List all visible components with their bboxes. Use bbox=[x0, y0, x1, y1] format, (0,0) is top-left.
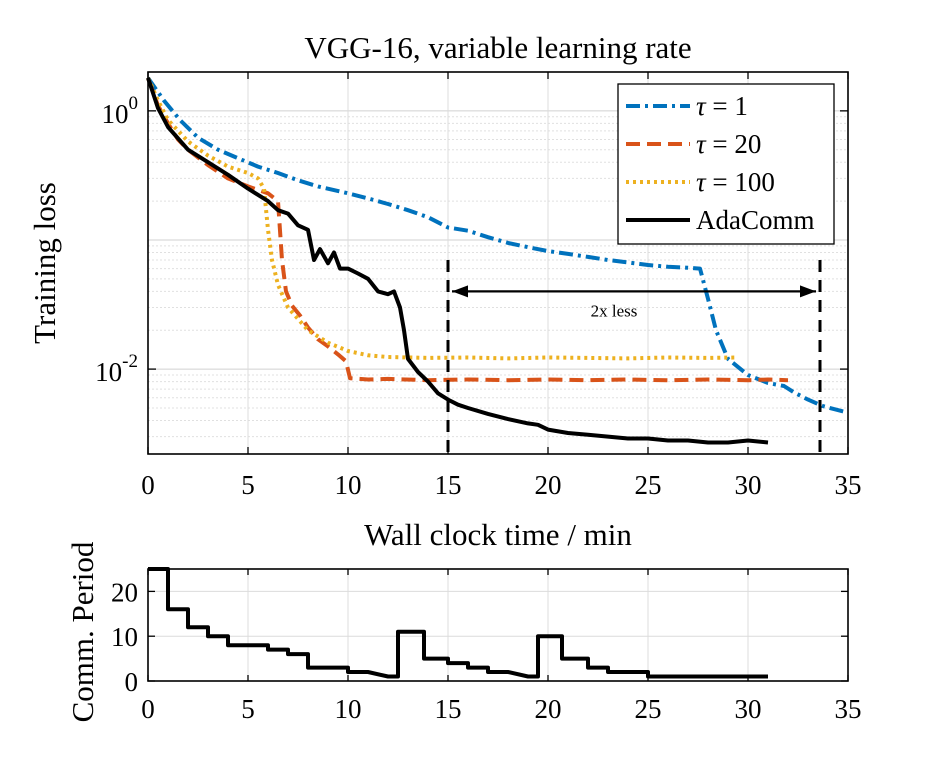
legend-label-2: τ = 100 bbox=[696, 167, 775, 197]
x-tick-label: 10 bbox=[335, 470, 362, 500]
top-annotation: 2x less bbox=[446, 259, 822, 454]
x-tick-label: 30 bbox=[735, 470, 762, 500]
bottom-grid bbox=[147, 569, 849, 682]
x-tick-label: 0 bbox=[141, 694, 155, 724]
top-x-axis-label: Wall clock time / min bbox=[364, 517, 632, 552]
top-y-axis-label: Training loss bbox=[27, 182, 62, 344]
series-line-0 bbox=[146, 76, 849, 415]
bottom-y-ticks: 0 10 20 bbox=[111, 577, 848, 697]
x-tick-label: 15 bbox=[435, 470, 462, 500]
x-tick-label: 25 bbox=[635, 470, 662, 500]
y-tick-label: 100 bbox=[102, 93, 139, 129]
y-tick-label: 10 bbox=[111, 622, 138, 652]
top-plot-frame bbox=[147, 71, 849, 455]
x-tick-label: 35 bbox=[835, 470, 862, 500]
x-tick-label: 35 bbox=[835, 694, 862, 724]
x-tick-label: 20 bbox=[535, 470, 562, 500]
top-x-ticks: 0 5 10 15 20 25 30 35 bbox=[141, 72, 862, 500]
top-series bbox=[146, 76, 849, 445]
x-tick-label: 10 bbox=[335, 694, 362, 724]
bottom-series bbox=[148, 567, 768, 679]
y-tick-label: 0 bbox=[125, 667, 139, 697]
bottom-y-axis-label: Comm. Period bbox=[65, 541, 100, 722]
x-tick-label: 30 bbox=[735, 694, 762, 724]
bottom-x-ticks: 0 5 10 15 20 25 30 35 bbox=[141, 569, 862, 724]
annotation-label: 2x less bbox=[591, 301, 638, 320]
bottom-plot-frame bbox=[147, 568, 849, 682]
legend-label-3: AdaComm bbox=[696, 205, 815, 235]
x-tick-label: 5 bbox=[241, 694, 255, 724]
legend: τ = 1 τ = 20 τ = 100 AdaComm bbox=[617, 83, 835, 245]
y-tick-label: 20 bbox=[111, 577, 138, 607]
series-line-3 bbox=[146, 77, 769, 445]
top-y-ticks: 100 10-2 bbox=[95, 93, 848, 387]
legend-box bbox=[617, 83, 835, 245]
x-tick-label: 15 bbox=[435, 694, 462, 724]
x-tick-label: 5 bbox=[241, 470, 255, 500]
x-tick-label: 0 bbox=[141, 470, 155, 500]
legend-entries: τ = 1 τ = 20 τ = 100 AdaComm bbox=[626, 91, 815, 235]
legend-label-0: τ = 1 bbox=[696, 91, 748, 121]
x-tick-label: 20 bbox=[535, 694, 562, 724]
annotation-arrowhead-left bbox=[452, 285, 468, 298]
bottom-series-line-0 bbox=[148, 567, 768, 679]
y-tick-label: 10-2 bbox=[95, 351, 138, 387]
series-line-1 bbox=[146, 77, 789, 383]
annotation-arrowhead-right bbox=[800, 285, 816, 298]
x-tick-label: 25 bbox=[635, 694, 662, 724]
legend-label-1: τ = 20 bbox=[696, 129, 761, 159]
chart-title: VGG-16, variable learning rate bbox=[304, 30, 691, 65]
